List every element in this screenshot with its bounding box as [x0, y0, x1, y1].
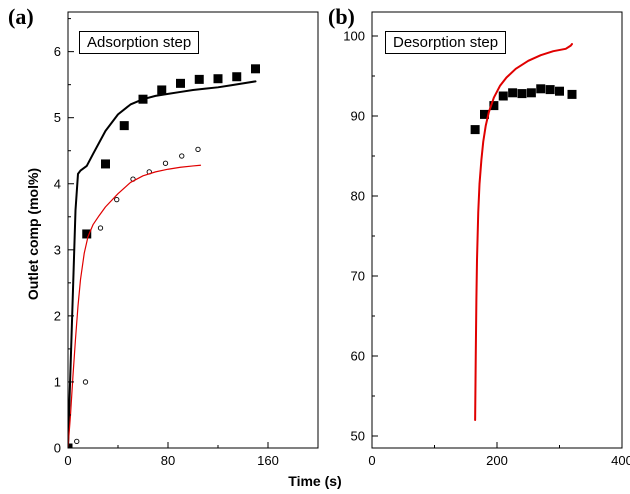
data-point-square: [508, 88, 518, 98]
data-point-square: [498, 91, 508, 101]
series-line-1: [474, 43, 573, 421]
y-tick-label: 60: [351, 349, 365, 364]
adsorption-title: Adsorption step: [79, 31, 200, 54]
y-tick-label: 80: [351, 189, 365, 204]
y-tick-label: 2: [54, 308, 61, 323]
desorption-panel: 0 200 400 50 60 70 80 90 100: [343, 11, 630, 468]
y-tick-label: 100: [343, 29, 365, 44]
data-point-square: [251, 64, 260, 74]
y-tick-label: 0: [54, 441, 61, 456]
x-tick-label: 0: [64, 453, 71, 468]
data-point-square: [82, 229, 92, 239]
plot-area: [68, 64, 260, 448]
data-point-circle: [82, 379, 89, 385]
y-tick-label: 50: [351, 429, 365, 444]
plot-area: [470, 43, 577, 421]
data-point-square: [480, 109, 489, 119]
x-tick-label: 0: [368, 453, 375, 468]
data-point-circle: [179, 153, 185, 159]
x-tick-label: 200: [486, 453, 508, 468]
y-tick-label: 90: [351, 109, 365, 124]
panel-a-label: (a): [8, 4, 34, 29]
data-point-square: [536, 84, 546, 94]
data-point-square: [526, 88, 536, 98]
x-tick-label: 80: [161, 453, 175, 468]
desorption-title: Desorption step: [385, 31, 507, 54]
data-point-square: [567, 89, 577, 99]
data-point-square: [489, 101, 499, 111]
data-point-square: [517, 89, 527, 99]
y-tick-label: 70: [351, 269, 365, 284]
plot-frame: [371, 11, 623, 449]
x-tick-label: 400: [611, 453, 630, 468]
data-point-square: [157, 85, 167, 95]
data-point-square: [194, 74, 204, 84]
x-tick-label: 160: [257, 453, 279, 468]
y-tick-label: 1: [54, 374, 61, 389]
data-point-square: [101, 159, 110, 169]
y-tick-label: 3: [54, 242, 61, 257]
data-point-square: [68, 443, 73, 448]
y-tick-label: 4: [54, 176, 61, 191]
data-point-square: [176, 78, 185, 88]
x-axis-label: Time (s): [288, 473, 342, 489]
data-point-circle: [195, 146, 201, 153]
data-point-square: [545, 85, 555, 95]
data-point-square: [119, 121, 129, 131]
data-point-circle: [74, 438, 80, 445]
data-point-square: [470, 125, 480, 135]
data-point-circle: [162, 160, 169, 166]
y-axis-label: Outlet comp (mol%): [25, 167, 41, 301]
data-point-square: [555, 86, 564, 96]
data-point-square: [213, 74, 223, 84]
data-point-square: [232, 72, 242, 82]
y-tick-label: 6: [54, 44, 61, 59]
panel-b-label: (b): [328, 4, 355, 29]
data-point-circle: [97, 225, 104, 231]
adsorption-panel: 0 80 160 0 1 2 3 4 5 6: [54, 11, 319, 468]
series-line-3: [68, 164, 202, 448]
data-point-circle: [114, 196, 120, 203]
y-tick-label: 5: [54, 110, 61, 125]
series-line-2: [68, 80, 257, 448]
plot-frame: [67, 11, 319, 449]
